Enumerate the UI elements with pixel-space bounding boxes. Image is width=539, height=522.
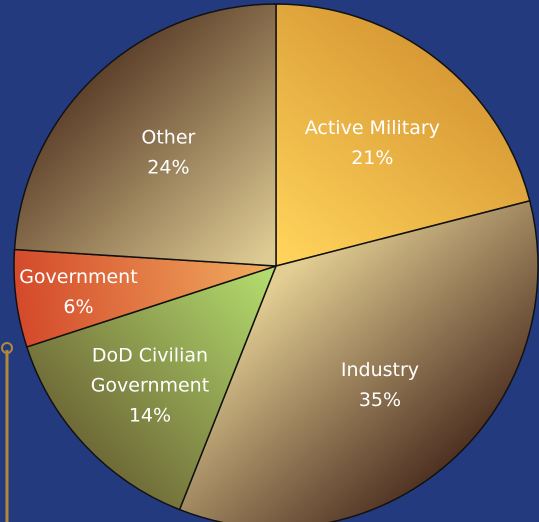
slice-label-active-military: Active Military 21% [305,117,440,169]
slice-label-government: Government 6% [19,266,138,318]
slice-name-label: Active Military [305,117,440,139]
slice-percent-label: 6% [63,296,93,318]
pie-slice-industry [178,199,539,522]
slice-percent-label: 24% [147,156,189,178]
slice-percent-label: 35% [359,389,401,411]
slice-name-label: Government [19,266,138,288]
slice-label-other: Other 24% [141,126,195,178]
decorative-rod [1,342,13,522]
slice-percent-label: 14% [129,404,171,426]
slice-name-label: Industry [341,359,419,381]
slice-name-label: Other [141,126,195,148]
pie-slice-other [13,3,277,267]
slice-label-industry: Industry 35% [341,359,419,411]
slice-label-dod-civilian-government: DoD Civilian Government 14% [91,344,210,426]
slice-name-label: Government [91,374,210,396]
pie-slice-active-military [275,3,531,267]
slice-name-label: DoD Civilian [92,344,208,366]
slice-percent-label: 21% [351,147,393,169]
